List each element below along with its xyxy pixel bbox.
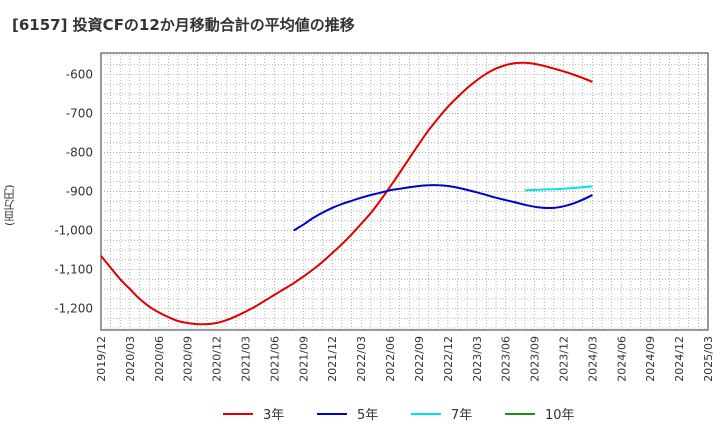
chart-title: [6157] 投資CFの12か月移動合計の平均値の推移 [12,16,355,34]
y-axis-ticks: -600 -700 -800 -900 -1,000 -1,100 -1,200 [54,67,93,315]
x-tick-label: 2020/09 [182,336,195,382]
x-tick-label: 2024/06 [615,336,628,382]
legend: 3年 5年 7年 10年 [223,408,575,423]
x-tick-label: 2024/03 [586,336,599,382]
x-tick-label: 2020/03 [124,336,137,382]
x-tick-label: 2023/12 [557,336,570,382]
legend-label: 10年 [545,408,575,423]
y-tick-label: -700 [66,106,93,120]
legend-label: 3年 [263,408,284,423]
x-tick-label: 2023/09 [529,336,542,382]
series-line-3年 [100,61,593,326]
series-line-7年 [524,185,593,192]
y-tick-label: -600 [66,67,93,81]
x-tick-label: 2023/06 [500,336,513,382]
series-line-5年 [293,184,593,232]
legend-label: 5年 [357,408,378,423]
x-tick-label: 2023/03 [471,336,484,382]
x-tick-label: 2024/12 [673,336,686,382]
x-tick-label: 2021/03 [240,336,253,382]
x-tick-label: 2022/03 [355,336,368,382]
x-tick-label: 2024/09 [644,336,657,382]
x-tick-label: 2021/09 [297,336,310,382]
grid-lines [101,53,708,330]
x-tick-label: 2022/12 [442,336,455,382]
y-tick-label: -800 [66,145,93,159]
x-tick-label: 2019/12 [95,336,108,382]
y-tick-label: -1,000 [54,224,93,238]
x-tick-label: 2025/03 [702,336,715,382]
y-tick-label: -1,100 [54,263,93,277]
y-tick-label: -1,200 [54,302,93,316]
x-tick-label: 2020/12 [211,336,224,382]
x-tick-label: 2020/06 [153,336,166,382]
y-tick-label: -900 [66,185,93,199]
series-lines [100,61,593,326]
x-tick-label: 2021/12 [326,336,339,382]
x-axis-ticks: 2019/12 2020/03 2020/06 2020/09 2020/12 2021/… [95,336,715,382]
x-tick-label: 2022/09 [413,336,426,382]
x-tick-label: 2021/06 [268,336,281,382]
x-tick-label: 2022/06 [384,336,397,382]
legend-label: 7年 [451,408,472,423]
